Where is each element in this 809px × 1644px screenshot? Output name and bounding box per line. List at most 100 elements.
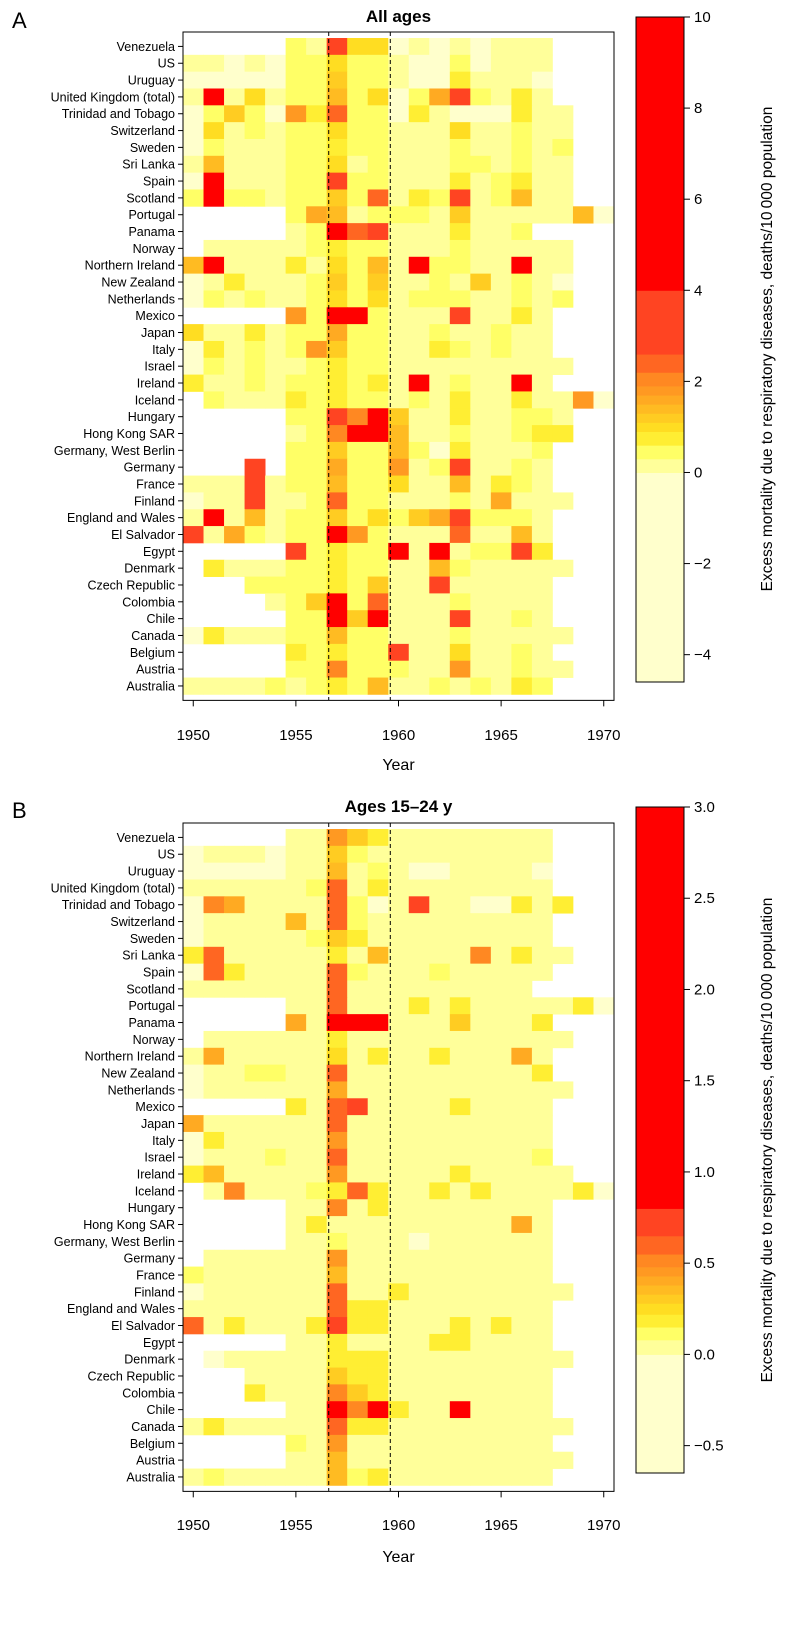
heatmap-cell — [531, 829, 553, 847]
heatmap-cell — [367, 492, 389, 510]
heatmap-cell — [347, 643, 369, 662]
heatmap-cell — [429, 1384, 451, 1402]
y-tick-label: Scotland — [126, 982, 175, 996]
heatmap-cell — [490, 593, 512, 611]
heatmap-cells — [183, 829, 615, 1486]
heatmap-cell — [367, 845, 389, 864]
heatmap-cell — [244, 1165, 266, 1183]
heatmap-cell — [306, 1283, 328, 1301]
heatmap-cell — [531, 38, 553, 56]
heatmap-cell — [429, 1182, 451, 1200]
heatmap-cell — [429, 593, 451, 611]
heatmap-cell — [490, 1350, 512, 1368]
heatmap-cell — [470, 223, 492, 241]
y-tick-label: Hong Kong SAR — [83, 427, 175, 441]
heatmap-cell — [326, 441, 348, 460]
heatmap-cell — [449, 290, 471, 308]
heatmap-cell — [326, 155, 348, 174]
heatmap-cell — [183, 627, 204, 645]
heatmap-cell — [203, 1182, 225, 1200]
y-tick-label: Denmark — [124, 1353, 175, 1367]
heatmap-cell — [531, 509, 553, 527]
heatmap-cell — [347, 492, 369, 510]
heatmap-cell — [449, 1148, 471, 1166]
heatmap-cell — [367, 913, 389, 931]
heatmap-cell — [367, 189, 389, 207]
heatmap-cell — [367, 1418, 389, 1436]
heatmap-cell — [367, 458, 389, 476]
heatmap-cell — [367, 206, 389, 224]
heatmap-cell — [470, 290, 492, 308]
heatmap-cell — [285, 1249, 307, 1267]
heatmap-cell — [408, 1165, 430, 1183]
heatmap-cell — [408, 138, 430, 157]
y-tick-label: Finland — [134, 1285, 175, 1299]
heatmap-cell — [326, 1401, 348, 1419]
heatmap-cell — [224, 963, 245, 981]
heatmap-cell — [183, 896, 204, 914]
heatmap-cell — [285, 1300, 307, 1318]
heatmap-cell — [449, 273, 471, 291]
heatmap-cell — [470, 239, 492, 258]
heatmap-cell — [244, 1384, 266, 1402]
heatmap-cell — [285, 913, 307, 931]
heatmap-cell — [449, 1266, 471, 1284]
colorbar-swatch — [636, 290, 684, 355]
heatmap-cell — [408, 239, 430, 258]
heatmap-cell — [408, 929, 430, 948]
heatmap-cell — [285, 357, 307, 375]
heatmap-cell — [429, 660, 451, 678]
heatmap-cell — [408, 1401, 430, 1419]
heatmap-cell — [224, 929, 245, 948]
heatmap-cell — [326, 542, 348, 561]
heatmap-cell — [449, 526, 471, 544]
heatmap-cell — [531, 155, 553, 174]
heatmap-cell — [531, 1182, 553, 1200]
heatmap-cell — [183, 1047, 204, 1066]
heatmap-cell — [285, 374, 307, 392]
heatmap-cell — [367, 88, 389, 106]
heatmap-cell — [265, 1350, 287, 1368]
heatmap-cell — [326, 256, 348, 275]
heatmap-cell — [244, 1350, 266, 1368]
heatmap-cell — [183, 88, 204, 106]
heatmap-cell — [449, 54, 471, 73]
heatmap-cell — [367, 1249, 389, 1267]
colorbar-label: Excess mortality due to respiratory dise… — [759, 107, 776, 592]
heatmap-cell — [203, 290, 225, 308]
heatmap-cell — [572, 1182, 594, 1200]
heatmap-cell — [326, 610, 348, 628]
heatmap-cell — [470, 1384, 492, 1402]
heatmap-cell — [408, 425, 430, 443]
heatmap-cell — [388, 1401, 410, 1419]
heatmap-cell — [531, 1333, 553, 1352]
heatmap-cell — [285, 980, 307, 998]
heatmap-cell — [224, 1283, 245, 1301]
heatmap-cell — [183, 256, 204, 275]
heatmap-cell — [326, 845, 348, 864]
heatmap-cell — [347, 576, 369, 594]
heatmap-cell — [326, 929, 348, 948]
heatmap-cell — [470, 1266, 492, 1284]
heatmap-cell — [367, 1199, 389, 1217]
heatmap-cell — [429, 1199, 451, 1217]
heatmap-cell — [388, 946, 410, 965]
heatmap-cell — [531, 122, 553, 140]
x-tick-label: 1970 — [587, 1517, 620, 1534]
heatmap-cell — [388, 340, 410, 359]
y-tick-label: Mexico — [135, 1100, 175, 1114]
heatmap-cell — [470, 1165, 492, 1183]
y-tick-label: Sri Lanka — [122, 949, 175, 963]
heatmap-cell — [265, 1047, 287, 1066]
heatmap-cell — [531, 1434, 553, 1453]
heatmap-cell — [449, 441, 471, 460]
heatmap-cell — [531, 610, 553, 628]
heatmap-cell — [470, 172, 492, 190]
y-tick-label: Portugal — [128, 999, 175, 1013]
heatmap-cell — [388, 458, 410, 476]
heatmap-cell — [490, 1418, 512, 1436]
heatmap-cell — [449, 1115, 471, 1133]
heatmap-cell — [449, 475, 471, 493]
heatmap-cell — [326, 1030, 348, 1049]
heatmap-cell — [265, 576, 287, 594]
